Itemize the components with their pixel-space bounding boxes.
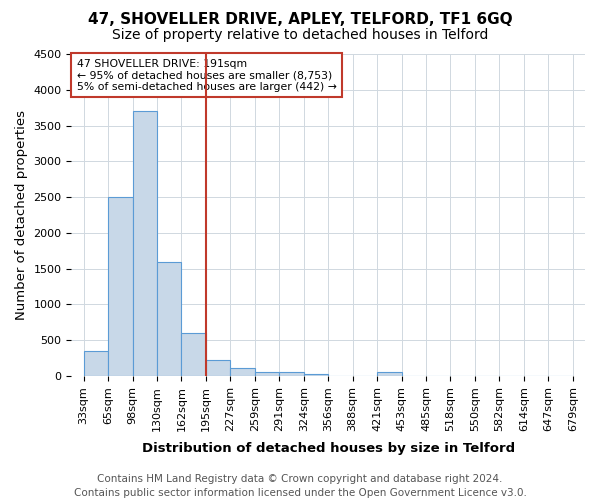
X-axis label: Distribution of detached houses by size in Telford: Distribution of detached houses by size … [142,442,515,455]
Bar [230,368,255,376]
Bar [206,360,230,376]
Text: Contains HM Land Registry data © Crown copyright and database right 2024.
Contai: Contains HM Land Registry data © Crown c… [74,474,526,498]
Bar [255,372,279,376]
Text: 47, SHOVELLER DRIVE, APLEY, TELFORD, TF1 6GQ: 47, SHOVELLER DRIVE, APLEY, TELFORD, TF1… [88,12,512,28]
Text: Size of property relative to detached houses in Telford: Size of property relative to detached ho… [112,28,488,42]
Bar [133,112,157,376]
Bar [157,262,181,376]
Bar [83,351,108,376]
Bar [108,197,133,376]
Bar [377,372,401,376]
Bar [304,374,328,376]
Bar [279,372,304,376]
Text: 47 SHOVELLER DRIVE: 191sqm
← 95% of detached houses are smaller (8,753)
5% of se: 47 SHOVELLER DRIVE: 191sqm ← 95% of deta… [77,59,337,92]
Y-axis label: Number of detached properties: Number of detached properties [15,110,28,320]
Bar [181,333,206,376]
